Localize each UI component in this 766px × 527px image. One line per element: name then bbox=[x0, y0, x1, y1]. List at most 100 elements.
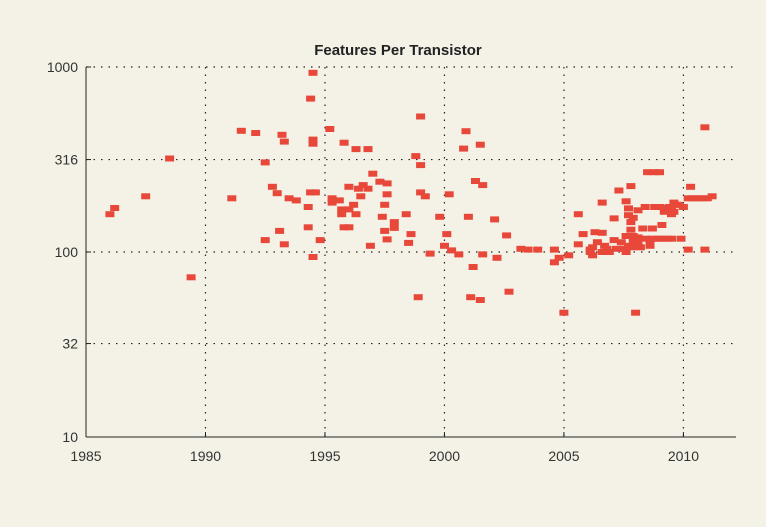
data-point bbox=[334, 197, 344, 204]
data-point bbox=[358, 182, 368, 189]
data-point bbox=[420, 193, 430, 200]
data-point bbox=[380, 201, 390, 208]
data-point bbox=[227, 195, 237, 202]
data-point bbox=[604, 249, 614, 255]
data-point bbox=[344, 224, 354, 231]
data-point bbox=[573, 241, 583, 248]
data-point bbox=[110, 205, 120, 211]
data-point bbox=[621, 249, 631, 255]
data-point bbox=[578, 231, 588, 238]
data-point bbox=[678, 204, 688, 210]
data-point bbox=[315, 237, 325, 244]
data-point bbox=[308, 136, 318, 143]
data-point bbox=[659, 208, 669, 215]
data-point bbox=[564, 252, 574, 259]
data-point bbox=[365, 242, 375, 249]
data-point bbox=[657, 222, 667, 228]
data-point bbox=[643, 169, 653, 176]
data-point bbox=[667, 235, 676, 242]
data-point bbox=[363, 185, 373, 192]
data-point bbox=[303, 204, 313, 210]
data-point bbox=[624, 242, 633, 249]
x-tick-label-1990: 1990 bbox=[190, 448, 221, 464]
data-point bbox=[236, 127, 246, 134]
data-point bbox=[105, 211, 115, 218]
data-point bbox=[683, 246, 693, 253]
data-point bbox=[272, 190, 282, 197]
data-point bbox=[353, 185, 363, 192]
data-point bbox=[260, 237, 270, 244]
data-point bbox=[492, 254, 502, 261]
data-point bbox=[325, 126, 335, 132]
data-point bbox=[626, 226, 636, 233]
x-tick-label-2010: 2010 bbox=[668, 448, 699, 464]
data-point bbox=[631, 309, 641, 316]
data-point bbox=[141, 193, 151, 200]
data-point bbox=[502, 232, 512, 239]
data-point bbox=[559, 309, 569, 316]
data-point bbox=[382, 236, 392, 243]
x-tick-label-2000: 2000 bbox=[429, 448, 460, 464]
data-point bbox=[380, 227, 390, 234]
data-point bbox=[523, 246, 533, 253]
data-point bbox=[389, 224, 399, 231]
y-tick-label-316: 316 bbox=[55, 152, 79, 168]
y-tick-label-1000: 1000 bbox=[47, 59, 78, 75]
x-tick-label-2005: 2005 bbox=[548, 448, 579, 464]
data-point bbox=[466, 294, 476, 301]
data-point bbox=[165, 155, 175, 162]
data-point bbox=[275, 227, 285, 234]
data-point bbox=[621, 233, 631, 239]
data-point bbox=[633, 239, 643, 246]
data-point bbox=[700, 246, 710, 253]
data-point bbox=[621, 198, 631, 205]
data-point bbox=[308, 254, 318, 260]
data-point bbox=[674, 201, 684, 208]
data-point bbox=[549, 259, 559, 266]
data-point bbox=[411, 153, 421, 160]
data-point bbox=[382, 180, 392, 187]
data-point bbox=[344, 183, 354, 190]
data-point bbox=[471, 178, 480, 184]
data-point bbox=[389, 219, 399, 226]
y-tick-label-100: 100 bbox=[55, 244, 79, 260]
data-point bbox=[597, 229, 607, 236]
data-point bbox=[640, 204, 650, 210]
data-point bbox=[425, 250, 435, 257]
data-point bbox=[339, 224, 349, 231]
data-point bbox=[612, 245, 621, 252]
x-axis-tick-labels: 1985 1990 1995 2000 2005 2010 bbox=[70, 448, 699, 464]
data-point bbox=[368, 170, 378, 177]
data-point bbox=[339, 139, 349, 146]
data-point bbox=[363, 146, 373, 153]
data-point bbox=[614, 187, 624, 194]
data-point bbox=[401, 211, 411, 218]
data-point bbox=[657, 235, 667, 242]
data-point bbox=[609, 237, 619, 244]
data-point bbox=[573, 211, 583, 218]
data-point bbox=[698, 195, 707, 202]
data-point bbox=[277, 131, 287, 138]
data-point bbox=[619, 245, 629, 252]
data-point bbox=[662, 235, 672, 242]
data-point bbox=[628, 244, 638, 251]
data-point bbox=[463, 213, 473, 220]
data-point bbox=[327, 199, 337, 206]
data-point bbox=[588, 252, 598, 259]
data-point bbox=[444, 191, 454, 198]
data-point bbox=[647, 235, 657, 242]
data-point bbox=[640, 235, 650, 242]
data-point bbox=[669, 208, 679, 215]
data-point bbox=[655, 169, 664, 176]
data-point bbox=[676, 235, 686, 242]
data-point bbox=[533, 246, 543, 253]
data-point bbox=[624, 205, 633, 212]
data-point bbox=[652, 235, 662, 242]
data-point bbox=[382, 191, 392, 198]
data-point bbox=[475, 297, 485, 303]
data-point bbox=[693, 195, 703, 202]
data-point bbox=[633, 234, 643, 241]
data-point bbox=[650, 204, 660, 210]
data-point bbox=[707, 193, 717, 200]
x-tick-label-1985: 1985 bbox=[70, 448, 101, 464]
